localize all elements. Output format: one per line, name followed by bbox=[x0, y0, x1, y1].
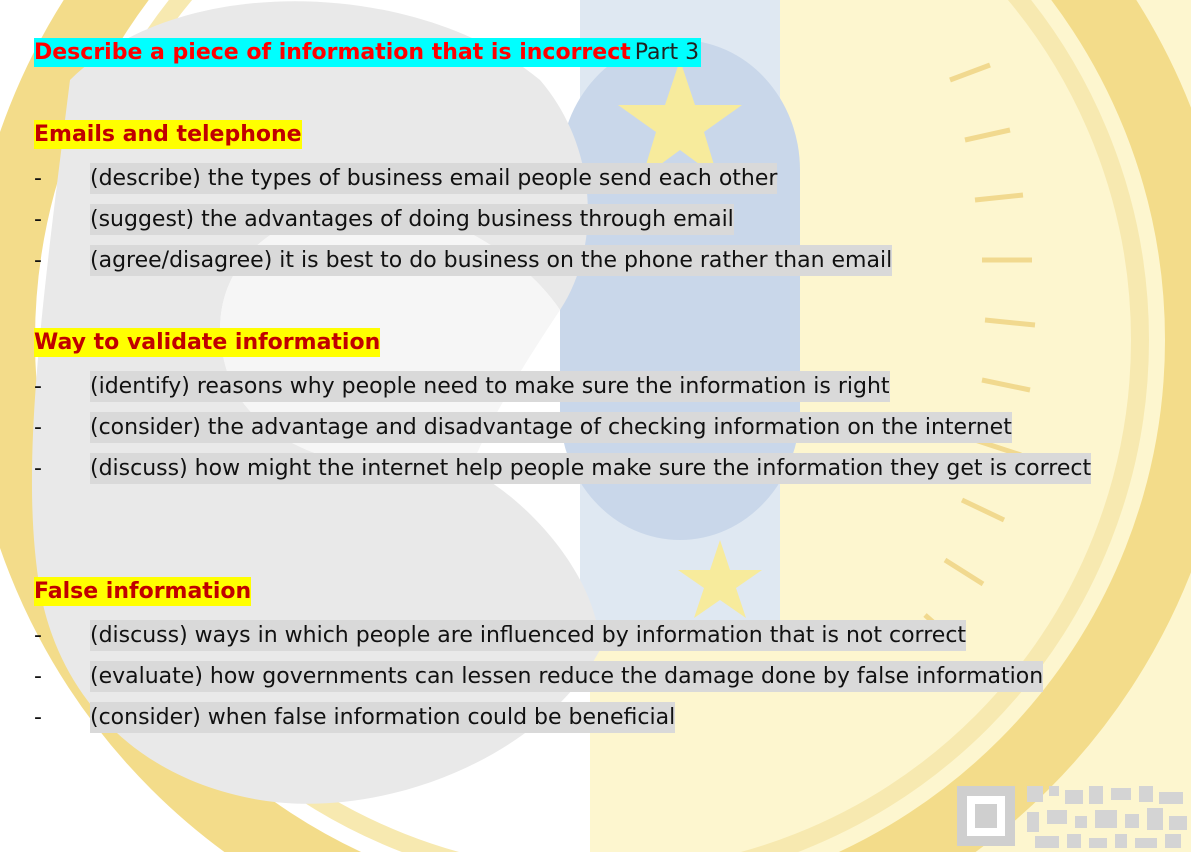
list-item: - (identify) reasons why people need to m… bbox=[34, 366, 1144, 407]
list-item: - (evaluate) how governments can lessen r… bbox=[34, 656, 1144, 697]
list-item: - (consider) the advantage and disadvanta… bbox=[34, 407, 1144, 448]
bullet-dash: - bbox=[34, 705, 42, 730]
list-item: - (agree/disagree) it is best to do busin… bbox=[34, 240, 1144, 281]
section-emails-telephone: Emails and telephone - (describe) the typ… bbox=[34, 118, 1144, 281]
bullet-dash: - bbox=[34, 664, 42, 689]
bullet-dash: - bbox=[34, 374, 42, 399]
qr-code-icon bbox=[957, 786, 1187, 848]
list-item: - (discuss) ways in which people are infl… bbox=[34, 615, 1144, 656]
section-validate-information: Way to validate information - (identify) … bbox=[34, 326, 1144, 489]
bullet-dash: - bbox=[34, 207, 42, 232]
bullet-dash: - bbox=[34, 415, 42, 440]
section-heading: Way to validate information bbox=[34, 328, 381, 357]
list-item: - (describe) the types of business email … bbox=[34, 158, 1144, 199]
section-heading: False information bbox=[34, 577, 252, 606]
bullet-dash: - bbox=[34, 456, 42, 481]
document-title: Describe a piece of information that is … bbox=[34, 36, 702, 70]
list-item: - (discuss) how might the internet help p… bbox=[34, 448, 1144, 489]
bullet-dash: - bbox=[34, 623, 42, 648]
title-part-label: Part 3 bbox=[630, 38, 702, 67]
section-false-information: False information - (discuss) ways in whi… bbox=[34, 575, 1144, 738]
bullet-dash: - bbox=[34, 166, 42, 191]
list-item: - (suggest) the advantages of doing busin… bbox=[34, 199, 1144, 240]
title-topic: Describe a piece of information that is … bbox=[34, 38, 631, 67]
bullet-dash: - bbox=[34, 248, 42, 273]
list-item: - (consider) when false information could… bbox=[34, 697, 1144, 738]
section-heading: Emails and telephone bbox=[34, 120, 302, 149]
